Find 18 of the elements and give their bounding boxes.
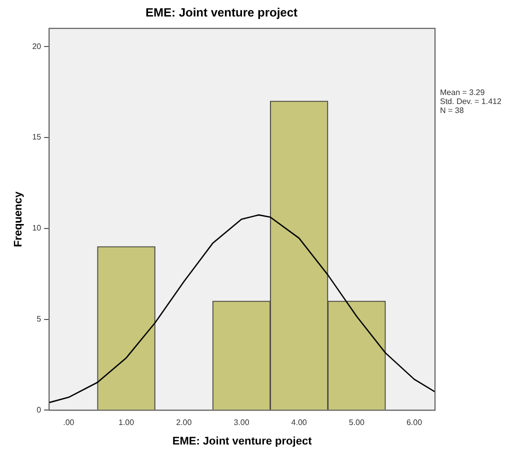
y-tick-label: 10 bbox=[32, 224, 42, 233]
text: Std. Dev. = 1.412 bbox=[440, 97, 502, 106]
x-tick-label: 5.00 bbox=[348, 418, 365, 428]
x-tick-label: 3.00 bbox=[234, 418, 250, 428]
y-tick-label: 5 bbox=[36, 314, 42, 324]
y-axis-title: Frequency bbox=[12, 190, 25, 248]
x-tick-label: 2.00 bbox=[176, 418, 192, 428]
y-tick-label: 15 bbox=[32, 132, 42, 142]
chart-title: EME: Joint venture project bbox=[145, 6, 298, 20]
text: Mean = 3.29 bbox=[440, 88, 486, 97]
x-axis-title: EME: Joint venture project bbox=[172, 435, 312, 448]
x-tick-label: 1.00 bbox=[118, 418, 135, 428]
y-tick-label: 20 bbox=[32, 42, 42, 51]
y-tick-label: 0 bbox=[36, 405, 42, 414]
x-tick-label: 4.00 bbox=[291, 418, 308, 428]
x-tick-label: 6.00 bbox=[406, 418, 423, 428]
text: N = 38 bbox=[440, 106, 465, 115]
x-tick-label: .00 bbox=[63, 418, 75, 428]
